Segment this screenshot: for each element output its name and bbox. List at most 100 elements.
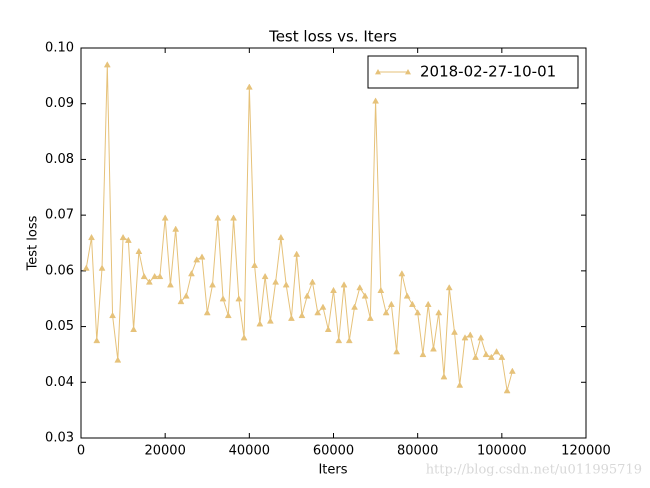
data-point [430, 345, 437, 352]
data-point [424, 300, 432, 307]
data-point [287, 314, 295, 321]
y-tick-label: 0.09 [45, 96, 74, 111]
data-point [172, 225, 180, 232]
legend-marker [375, 69, 381, 75]
data-point [314, 309, 322, 316]
data-point [103, 61, 111, 68]
x-tick-label: 0 [77, 444, 85, 459]
data-point [356, 284, 364, 291]
data-point [145, 278, 153, 285]
data-point [282, 281, 290, 288]
legend-marker [405, 69, 411, 75]
data-point [272, 278, 280, 285]
x-tick-label: 100000 [477, 444, 527, 459]
data-point [330, 286, 337, 294]
data-point [235, 295, 243, 302]
data-point [156, 272, 164, 280]
x-tick-label: 80000 [397, 444, 438, 459]
data-line [85, 64, 513, 391]
x-tick-label: 60000 [313, 444, 354, 459]
data-point [82, 264, 90, 271]
data-point [277, 233, 285, 241]
data-point [130, 325, 138, 333]
y-axis-label: Test loss [26, 215, 41, 271]
data-point [414, 309, 422, 316]
data-point [340, 281, 348, 288]
data-point [387, 300, 395, 307]
data-point [461, 334, 469, 341]
data-point [309, 278, 316, 285]
data-point [214, 214, 222, 221]
data-point [445, 284, 453, 291]
data-point [345, 336, 353, 344]
data-point [403, 292, 411, 299]
data-point [161, 214, 169, 221]
data-point [503, 387, 511, 394]
data-point [209, 281, 216, 288]
data-point [198, 253, 206, 260]
y-tick-label: 0.06 [45, 263, 74, 278]
data-point [408, 300, 416, 307]
data-point [98, 264, 106, 271]
legend-label: 2018-02-27-10-01 [420, 63, 556, 81]
data-point [419, 350, 427, 358]
data-point [88, 233, 95, 241]
data-point [435, 309, 443, 316]
data-point [245, 83, 253, 90]
data-point [177, 297, 185, 305]
x-tick-label: 40000 [229, 444, 270, 459]
data-point [167, 281, 174, 288]
data-point [472, 353, 479, 360]
data-point [508, 367, 516, 374]
data-point [219, 295, 227, 302]
y-tick-label: 0.10 [45, 41, 74, 56]
data-point [493, 348, 500, 355]
data-point [298, 311, 306, 319]
data-point [324, 325, 332, 333]
data-point [182, 292, 190, 299]
y-tick-label: 0.03 [45, 431, 74, 446]
data-point [456, 381, 464, 388]
data-point [119, 233, 127, 241]
data-point [188, 270, 195, 277]
x-tick-label: 120000 [561, 444, 611, 459]
data-point [151, 272, 159, 280]
data-point [451, 328, 458, 335]
data-point [135, 247, 143, 255]
plot-frame [80, 47, 587, 439]
data-point [361, 292, 369, 299]
data-point [382, 309, 390, 316]
data-point [109, 311, 116, 319]
data-point [303, 292, 311, 299]
data-point [377, 286, 385, 294]
data-point [335, 336, 343, 344]
data-point [498, 353, 506, 360]
y-tick-label: 0.08 [45, 152, 74, 167]
data-point [393, 348, 401, 355]
y-tick-label: 0.07 [45, 208, 74, 223]
data-point [114, 356, 122, 363]
y-tick-label: 0.04 [45, 375, 74, 390]
data-point [266, 317, 274, 324]
data-point [477, 334, 485, 341]
data-point [398, 270, 406, 277]
data-point [124, 236, 132, 243]
data-point [261, 272, 269, 280]
data-point [351, 303, 358, 310]
data-point [366, 314, 374, 321]
data-point [440, 373, 448, 380]
data-point [93, 336, 101, 344]
data-point [466, 331, 474, 338]
data-point [203, 309, 211, 316]
data-point [224, 311, 232, 319]
x-tick-label: 20000 [144, 444, 185, 459]
data-point [240, 334, 248, 341]
data-point [251, 261, 259, 268]
data-point [319, 303, 327, 310]
y-tick-label: 0.05 [45, 319, 74, 334]
data-point [140, 272, 148, 280]
watermark: http://blog.csdn.net/u011995719 [426, 463, 642, 478]
chart-title: Test loss vs. Iters [268, 28, 397, 46]
x-axis-label: Iters [318, 463, 347, 478]
